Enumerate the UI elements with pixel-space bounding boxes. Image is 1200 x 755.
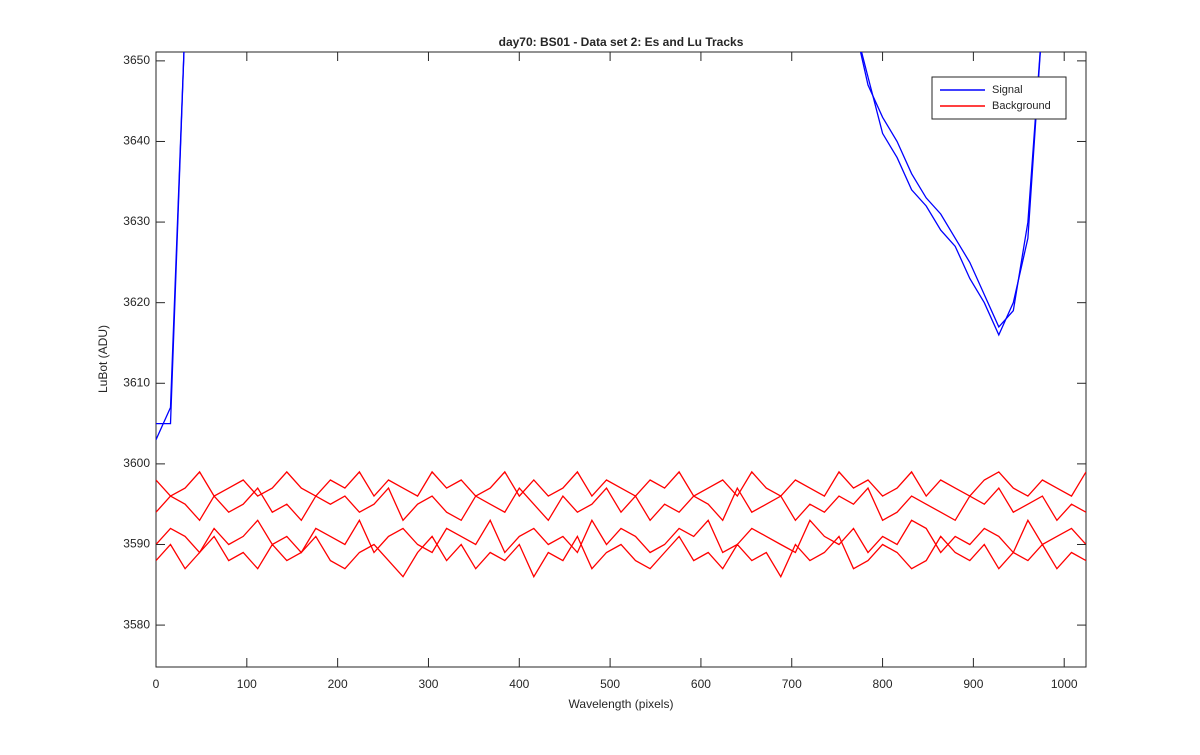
x-tick-label: 400 [509,677,529,691]
x-tick-label: 100 [237,677,257,691]
legend-label: Background [992,100,1051,112]
legend-label: Signal [992,84,1023,96]
legend-box [931,76,1067,120]
y-tick-label: 3600 [123,456,150,470]
x-tick-label: 900 [963,677,983,691]
x-axis-label: Wavelength (pixels) [569,697,674,711]
y-tick-label: 3630 [123,214,150,228]
plot-area [156,52,1086,579]
legend: Signal Background [931,76,1067,120]
x-tick-label: 500 [600,677,620,691]
x-tick-label: 300 [418,677,438,691]
x-tick-label: 600 [691,677,711,691]
y-tick-label: 3640 [123,134,150,148]
y-tick-label: 3590 [123,537,150,551]
chart-title: day70: BS01 - Data set 2: Es and Lu Trac… [499,35,744,49]
y-tick-label: 3620 [123,295,150,309]
x-tick-label: 800 [873,677,893,691]
y-tick-label: 3610 [123,375,150,389]
x-tick-label: 700 [782,677,802,691]
series-line [156,52,1041,425]
series-line [156,534,1086,579]
series-line [156,486,1086,522]
x-tick-label: 0 [153,677,160,691]
axes-box [155,51,1087,668]
y-tick-label: 3650 [123,53,150,67]
series-line [156,518,1086,554]
x-tick-label: 1000 [1051,677,1078,691]
y-tick-label: 3580 [123,617,150,631]
y-axis-label: LuBot (ADU) [96,325,110,393]
x-tick-label: 200 [328,677,348,691]
series-line [156,470,1086,498]
